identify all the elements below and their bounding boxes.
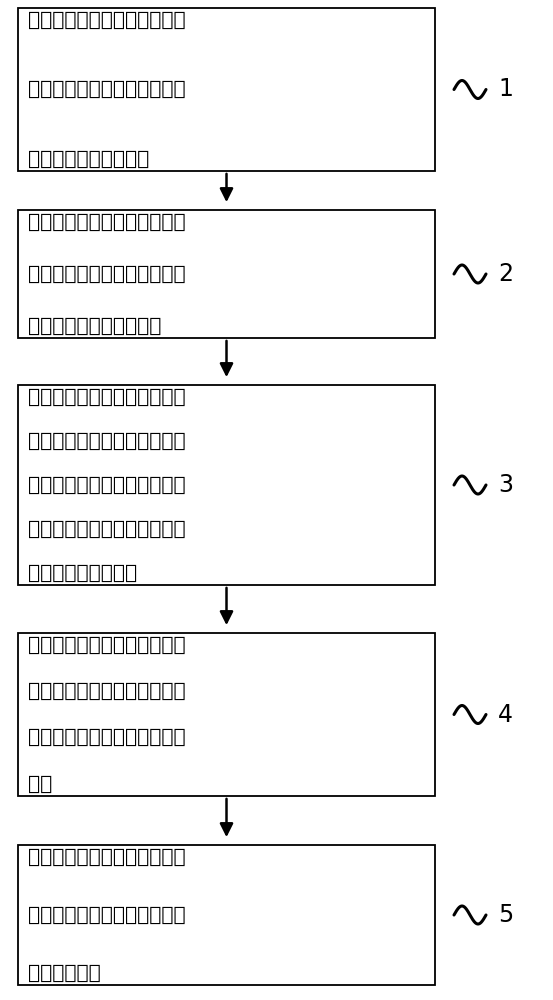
Text: 为室外声源和室内声源: 为室外声源和室内声源 (28, 149, 149, 168)
Text: 率级: 率级 (28, 774, 52, 794)
Text: 在实际场景中测量与变电站模: 在实际场景中测量与变电站模 (28, 213, 186, 232)
Text: ，根据建立的变电站模型将其: ，根据建立的变电站模型将其 (28, 476, 186, 494)
Bar (18, 845, 435, 985)
Text: 2: 2 (498, 262, 513, 286)
Bar (18, 385, 435, 585)
Text: 效室外声源的声压级: 效室外声源的声压级 (28, 564, 137, 582)
Text: 外声源和等效室外声源的声功: 外声源和等效室外声源的声功 (28, 728, 186, 747)
Bar (18, 8, 435, 171)
Text: 3: 3 (498, 473, 513, 497)
Text: 4: 4 (498, 702, 513, 726)
Text: 1: 1 (498, 78, 513, 102)
Text: 的声场噪声值: 的声场噪声值 (28, 964, 101, 982)
Text: 根据室外声源和等效室外声源: 根据室外声源和等效室外声源 (28, 848, 186, 866)
Bar (18, 633, 435, 796)
Text: 外声源的声压级分别转换为室: 外声源的声压级分别转换为室 (28, 682, 186, 701)
Text: 型的室内声源相对应的声压级: 型的室内声源相对应的声压级 (28, 432, 186, 450)
Text: 根据实际场景建立变电站模型: 根据实际场景建立变电站模型 (28, 10, 186, 29)
Bar (18, 210, 435, 338)
Text: ，得到室外声源的声压级: ，得到室外声源的声压级 (28, 316, 161, 336)
Text: 将室外声源的声压级和等效室: 将室外声源的声压级和等效室 (28, 636, 186, 654)
Text: ，并将变电站模型的声源划分: ，并将变电站模型的声源划分 (28, 80, 186, 99)
Text: 5: 5 (498, 903, 513, 927)
Text: 型的室外声源相对应的声压级: 型的室外声源相对应的声压级 (28, 264, 186, 284)
Text: 的声功率级，计算得到变电站: 的声功率级，计算得到变电站 (28, 906, 186, 924)
Text: 转化为等效室外声源，得到等: 转化为等效室外声源，得到等 (28, 520, 186, 538)
Text: 在实际场景中测量与变电站模: 在实际场景中测量与变电站模 (28, 387, 186, 406)
